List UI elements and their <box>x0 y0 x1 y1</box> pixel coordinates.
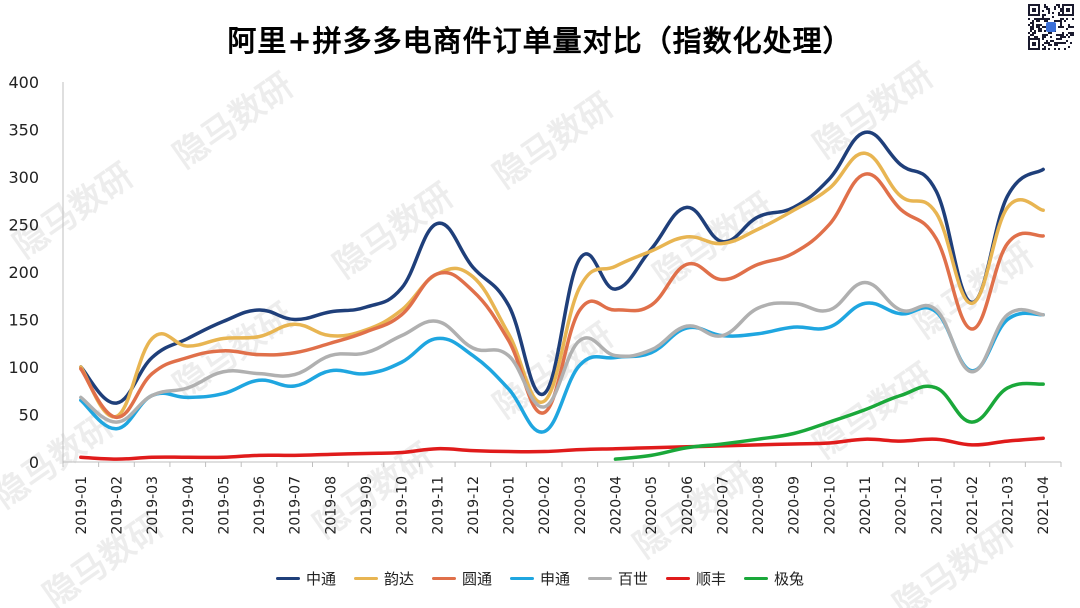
y-tick-label: 300 <box>8 168 39 187</box>
x-tick-label: 2020-03 <box>573 476 589 535</box>
x-tick-label: 2019-08 <box>323 476 339 535</box>
series-line-圆通 <box>79 172 1045 420</box>
x-tick-label: 2019-12 <box>466 476 482 535</box>
watermark-text: 隐马数研 <box>807 356 941 467</box>
x-tick-label: 2019-09 <box>359 476 375 535</box>
x-tick-label: 2019-05 <box>216 476 232 535</box>
x-tick-label: 2020-05 <box>644 476 660 535</box>
y-tick-label: 250 <box>8 216 39 235</box>
axes: 0 50 100 150 200 250 300 350 400 2019-01 2019-02 20… <box>8 73 1062 535</box>
x-tick-label: 2019-03 <box>145 476 161 535</box>
legend-swatch <box>666 577 691 580</box>
y-tick-label: 50 <box>19 406 39 425</box>
legend-item: 百世 <box>588 568 648 589</box>
legend-swatch <box>431 577 456 580</box>
series-line-申通 <box>79 301 1045 434</box>
legend-label: 韵达 <box>383 570 414 588</box>
x-tick-label: 2019-10 <box>395 476 411 535</box>
x-tick-label: 2020-01 <box>502 476 518 535</box>
x-tick-label: 2020-08 <box>751 476 767 535</box>
watermark-text: 隐马数研 <box>167 66 301 177</box>
x-tick-label: 2020-12 <box>894 476 910 535</box>
legend-label: 申通 <box>539 570 570 588</box>
watermark-text: 隐马数研 <box>327 176 461 287</box>
x-tick-label: 2020-09 <box>787 476 803 535</box>
x-tick-label: 2019-06 <box>252 476 268 535</box>
x-tick-label: 2020-10 <box>822 476 838 535</box>
legend-swatch <box>588 577 612 580</box>
legend-swatch <box>744 577 769 580</box>
legend-label: 中通 <box>305 570 336 588</box>
x-tick-label: 2020-07 <box>715 476 731 535</box>
x-tick-label: 2020-04 <box>608 476 624 535</box>
legend-swatch <box>353 577 378 580</box>
y-tick-label: 350 <box>8 121 39 140</box>
watermark-text: 隐马数研 <box>647 186 781 297</box>
x-tick-label: 2020-02 <box>537 476 553 535</box>
series-line-韵达 <box>79 151 1045 419</box>
watermark-text: 隐马数研 <box>807 56 941 167</box>
x-tick-label: 2019-02 <box>109 476 125 535</box>
y-tick-label: 150 <box>8 311 39 330</box>
series-line-中通 <box>79 130 1045 405</box>
x-tick-label: 2019-11 <box>430 476 446 535</box>
x-tick-label: 2021-04 <box>1036 476 1052 535</box>
chart-title: 阿里+拼多多电商件订单量对比（指数化处理） <box>227 24 853 58</box>
legend-item: 中通 <box>275 568 336 589</box>
x-tick-label: 2021-02 <box>965 476 981 535</box>
legend-label: 百世 <box>618 570 649 588</box>
legend-item: 顺丰 <box>666 568 726 589</box>
y-tick-label: 0 <box>29 453 39 472</box>
legend-item: 申通 <box>509 568 570 589</box>
x-tick-label: 2019-04 <box>181 476 197 535</box>
legend-label: 顺丰 <box>696 570 727 588</box>
legend-item: 韵达 <box>353 568 414 589</box>
y-tick-label: 100 <box>8 358 39 377</box>
x-tick-label: 2019-01 <box>74 476 90 535</box>
legend-swatch <box>509 577 534 580</box>
series-line-百世 <box>79 280 1045 424</box>
legend-label: 圆通 <box>461 570 492 588</box>
watermark-text: 隐马数研 <box>487 86 621 197</box>
legend-item: 圆通 <box>431 568 492 589</box>
legend-swatch <box>275 577 300 580</box>
qr-code-icon <box>1026 2 1076 52</box>
y-tick-label: 400 <box>8 73 39 92</box>
y-tick-label: 200 <box>8 263 39 282</box>
x-tick-label: 2020-06 <box>680 476 696 535</box>
x-tick-label: 2021-03 <box>1001 476 1017 535</box>
x-tick-label: 2019-07 <box>288 476 304 535</box>
series-line-极兔 <box>613 381 1045 461</box>
legend: 中通 韵达 圆通 申通 百世 顺丰 极兔 <box>0 568 1080 589</box>
legend-item: 极兔 <box>744 568 804 589</box>
legend-label: 极兔 <box>774 570 805 588</box>
x-tick-label: 2021-01 <box>929 476 945 535</box>
series-layer <box>79 130 1045 461</box>
x-tick-label: 2020-11 <box>858 476 874 535</box>
series-line-顺丰 <box>79 436 1045 461</box>
